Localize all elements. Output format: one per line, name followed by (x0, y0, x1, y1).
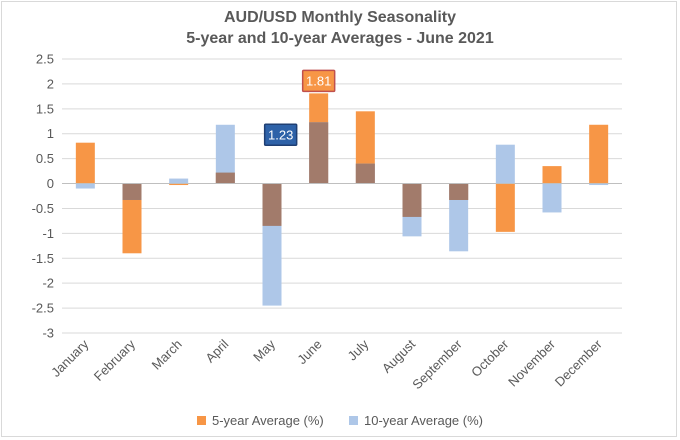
bar-overlap (402, 183, 422, 217)
bar-10yr (542, 183, 562, 213)
x-category-label: April (202, 336, 231, 365)
x-category-label: October (468, 336, 512, 380)
y-tick-label: 0 (47, 176, 54, 191)
data-callout-label: 1.81 (306, 73, 331, 88)
x-category-label: December (552, 336, 605, 389)
x-category-label: June (294, 337, 325, 368)
bar-10yr (169, 178, 189, 184)
legend-swatch (349, 416, 358, 425)
y-tick-label: -3 (42, 326, 54, 341)
bar-5yr (589, 124, 609, 184)
bar-overlap (449, 183, 469, 200)
y-tick-label: 1.5 (36, 101, 54, 116)
bar-10yr (215, 124, 235, 184)
y-tick-label: 2.5 (36, 52, 54, 67)
x-category-label: January (48, 336, 92, 380)
y-tick-label: 1 (47, 126, 54, 141)
x-category-label: March (149, 337, 185, 373)
y-tick-label: -2.5 (32, 301, 54, 316)
bar-overlap (122, 183, 142, 200)
data-callout-box (301, 69, 336, 93)
x-category-label: February (91, 336, 139, 384)
bar-overlap (262, 183, 282, 226)
data-callout-label: 1.23 (268, 127, 293, 142)
legend-label: 5-year Average (%) (212, 413, 324, 428)
bar-5yr (169, 183, 189, 186)
y-tick-label: -2 (42, 276, 54, 291)
bar-5yr (542, 166, 562, 184)
bar-overlap (309, 122, 329, 184)
bar-overlap (355, 163, 375, 184)
x-category-label: July (344, 336, 371, 363)
bar-10yr (589, 183, 609, 186)
chart-title: AUD/USD Monthly Seasonality (223, 9, 457, 26)
y-tick-label: -1.5 (32, 251, 54, 266)
y-tick-label: 0.5 (36, 151, 54, 166)
data-callout-box (263, 123, 298, 147)
y-tick-label: 2 (47, 76, 54, 91)
bar-5yr (122, 183, 142, 254)
chart-title-block: AUD/USD Monthly Seasonality 5-year and 1… (0, 7, 680, 49)
x-category-label: September (409, 336, 465, 392)
y-tick-label: -0.5 (32, 201, 54, 216)
y-tick-label: -1 (42, 226, 54, 241)
bar-10yr (495, 144, 515, 184)
bar-10yr (449, 183, 469, 252)
x-category-label: November (505, 336, 558, 389)
bar-5yr (75, 142, 95, 184)
x-category-label: May (250, 336, 278, 364)
legend-label: 10-year Average (%) (364, 413, 483, 428)
bar-5yr (495, 183, 515, 232)
bar-overlap (215, 172, 235, 184)
legend-swatch (197, 416, 206, 425)
chart-subtitle: 5-year and 10-year Averages - June 2021 (186, 30, 494, 47)
x-category-label: August (379, 336, 418, 375)
bar-10yr (75, 183, 95, 189)
